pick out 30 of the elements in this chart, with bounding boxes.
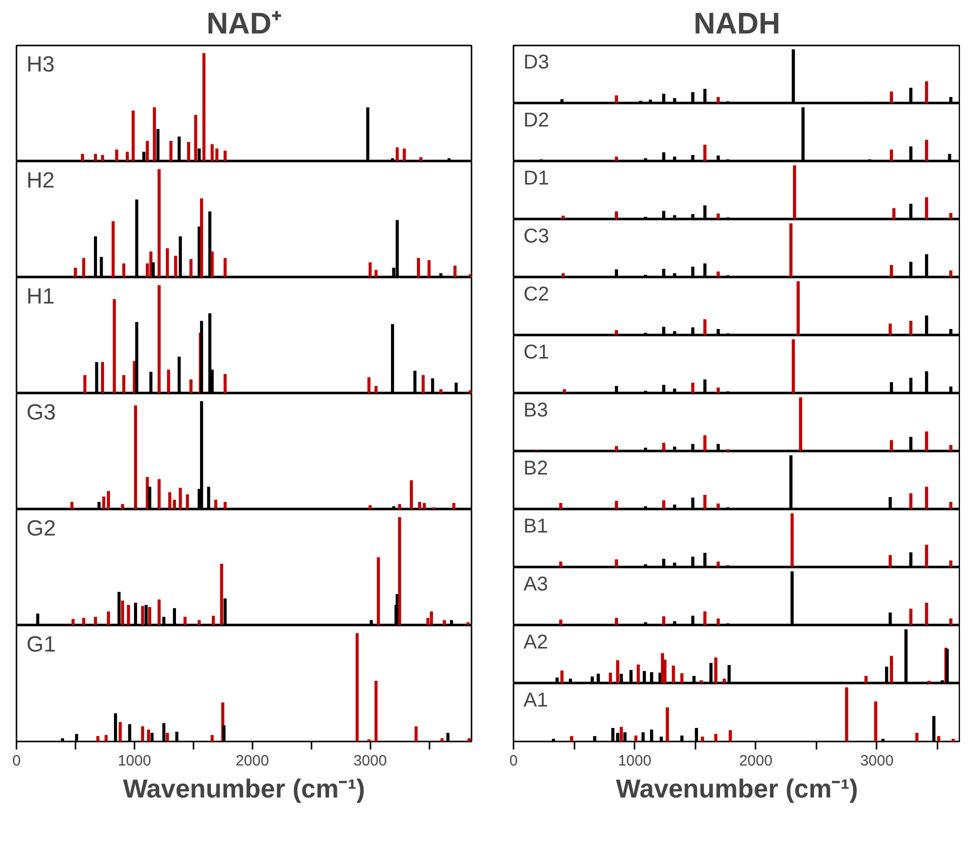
x-tick-label: 2000 — [739, 752, 772, 770]
chart-title: C2 — [524, 284, 550, 306]
chart-title: H1 — [26, 284, 55, 308]
x-axis-title: Wavenumber (cm⁻¹) — [122, 774, 366, 804]
chart-title: H3 — [26, 52, 55, 76]
x-tick-label: 2000 — [236, 752, 269, 770]
chart-title: C1 — [524, 342, 550, 364]
chart-title: A1 — [524, 690, 548, 712]
chart-title: D2 — [524, 110, 550, 132]
chart-title: B2 — [524, 458, 548, 480]
chart-title: D1 — [524, 168, 550, 190]
chart-title: C3 — [524, 226, 550, 248]
x-tick-label: 3000 — [353, 752, 387, 770]
chart-title: H2 — [26, 168, 55, 192]
chart-title: G1 — [26, 632, 56, 656]
x-tick-label: 3000 — [860, 752, 894, 770]
chart-title: A3 — [524, 574, 548, 596]
chart-title: D3 — [524, 52, 550, 74]
text: NADH — [694, 8, 780, 40]
x-axis-title: Wavenumber (cm⁻¹) — [616, 774, 858, 804]
chart-title: B3 — [524, 400, 548, 422]
x-tick-label: 1000 — [118, 752, 152, 770]
chart-title: G2 — [26, 516, 56, 540]
x-tick-label: 0 — [509, 752, 518, 770]
chart-title: B1 — [524, 516, 548, 538]
x-tick-label: 0 — [12, 752, 21, 770]
x-tick-label: 1000 — [618, 752, 652, 770]
text: NAD⁺ — [206, 8, 282, 40]
chart-title: A2 — [524, 632, 548, 654]
chart-title: G3 — [26, 400, 56, 424]
